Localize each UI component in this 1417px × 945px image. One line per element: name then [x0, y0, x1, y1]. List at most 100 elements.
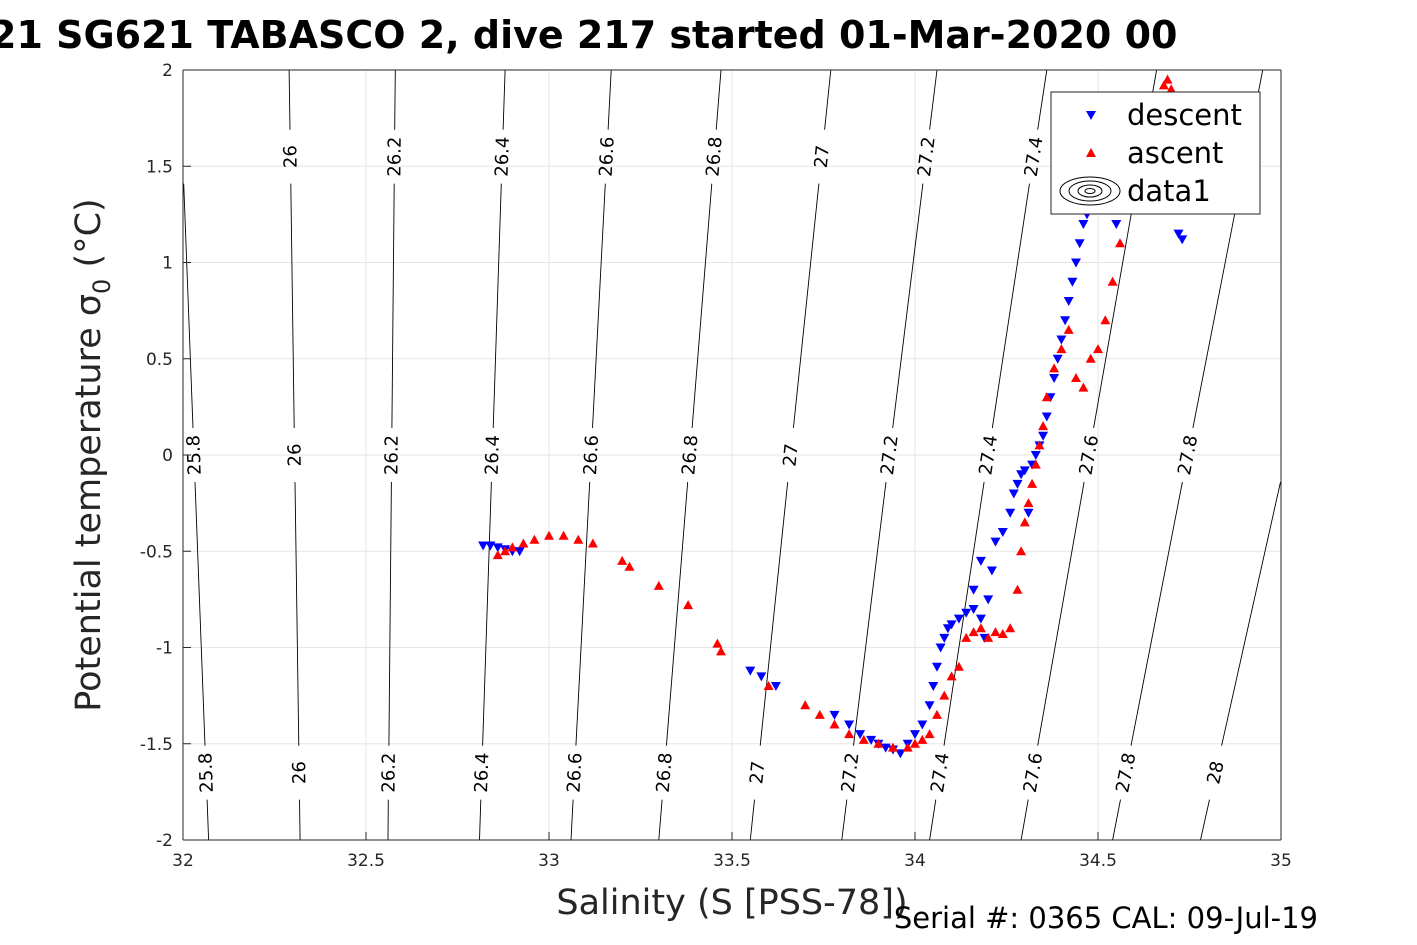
density-contour-line [288, 69, 301, 841]
density-contour-line [1112, 69, 1264, 841]
x-axis-label: Salinity (S [PSS-78]) [556, 883, 907, 923]
legend-ascent-marker [1086, 148, 1096, 157]
ascent-point [961, 632, 972, 642]
density-contour-label: 26.4 [471, 752, 493, 793]
ascent-point [924, 729, 935, 739]
y-tick-label: 1 [162, 254, 173, 274]
ascent-point [858, 734, 869, 744]
density-contour-label: 26.4 [482, 435, 504, 476]
descent-point [997, 528, 1008, 537]
descent-point [953, 614, 964, 624]
y-tick-label: 0 [162, 446, 173, 466]
descent-point [829, 710, 840, 720]
descent-point [895, 749, 906, 759]
x-tick-label: 33 [538, 851, 560, 871]
descent-point [968, 585, 979, 595]
descent-point [1049, 374, 1060, 383]
ascent-point [1100, 315, 1111, 325]
y-ticks: -2 -1.5 -1 -0.5 0 0.5 1 1.5 2 [140, 61, 191, 851]
x-tick-label: 34 [904, 851, 926, 871]
density-contour-label: 26.6 [580, 434, 603, 475]
ascent-point [1063, 324, 1074, 334]
ascent-point [1078, 382, 1089, 392]
y-tick-label: -1.5 [140, 735, 173, 755]
y-tick-label: -0.5 [140, 542, 173, 562]
descent-point [939, 633, 950, 643]
descent-point [975, 556, 986, 566]
x-tick-label: 35 [1270, 851, 1292, 871]
descent-point [1052, 354, 1063, 364]
x-ticks: 32 32.5 33 33.5 34 34.5 35 [172, 832, 1292, 871]
ascent-point [814, 709, 825, 719]
y-tick-label: 0.5 [146, 350, 173, 370]
density-contour-label: 27.2 [877, 434, 903, 476]
ascent-point [844, 729, 855, 739]
ascent-point [587, 538, 598, 548]
descent-point [745, 666, 756, 676]
chart-title: 21 SG621 TABASCO 2, dive 217 started 01-… [0, 13, 1177, 57]
descent-point [1078, 220, 1089, 229]
descent-point [968, 605, 979, 614]
y-tick-label: 2 [162, 61, 173, 81]
ascent-point [507, 542, 518, 552]
density-contour-line [841, 69, 938, 841]
ascent-point [617, 555, 628, 565]
ascent-point [983, 632, 994, 642]
descent-point [910, 730, 920, 740]
descent-point [961, 608, 972, 618]
y-axis-label-main: Potential temperature [69, 316, 109, 712]
ascent-point [653, 580, 664, 590]
x-tick-label: 32 [172, 851, 194, 871]
ascent-point [1093, 344, 1103, 354]
descent-point [1005, 508, 1016, 518]
density-contour-label: 26.6 [563, 752, 586, 793]
descent-point [1023, 508, 1034, 518]
density-contour-line [479, 69, 506, 841]
descent-point [975, 614, 986, 624]
ascent-point [624, 561, 635, 571]
ascent-point [544, 530, 554, 540]
ascent-point [946, 671, 957, 681]
y-axis-label-unit: (°C) [69, 198, 109, 278]
descent-point [1063, 297, 1074, 306]
ascent-point [829, 719, 840, 729]
descent-point [1012, 479, 1023, 489]
descent-point [1060, 316, 1071, 326]
ascent-point [763, 681, 774, 690]
descent-point [983, 595, 994, 605]
ascent-point [902, 742, 913, 752]
ascent-point [990, 627, 1001, 637]
ascent-point [1027, 478, 1038, 488]
x-tick-label: 33.5 [713, 851, 751, 871]
descent-point [1111, 220, 1122, 229]
ascent-point [1030, 459, 1041, 469]
descent-point [990, 537, 1001, 547]
descent-point [924, 701, 935, 711]
descent-point [1074, 239, 1085, 249]
density-contour-line [570, 69, 612, 841]
legend-ascent-label: ascent [1127, 136, 1223, 170]
ascent-point [975, 623, 986, 633]
y-tick-label: -1 [156, 639, 173, 659]
ascent-point [683, 600, 694, 610]
serial-calibration-footer: Serial #: 0365 CAL: 09-Jul-19 [894, 901, 1318, 935]
descent-point [986, 566, 997, 576]
descent-point [1030, 451, 1041, 460]
descent-point [928, 682, 939, 691]
density-contour-label: 27.2 [838, 751, 864, 793]
x-tick-label: 34.5 [1079, 851, 1117, 871]
ascent-point [1158, 80, 1169, 90]
descent-point [1067, 277, 1078, 287]
density-contour-label: 26.8 [678, 434, 702, 476]
density-contour-label: 26.2 [384, 137, 405, 177]
ascent-point [932, 709, 942, 719]
density-contour-label: 26.8 [702, 136, 726, 178]
density-contour-label: 27 [746, 760, 769, 785]
density-contour-label: 26 [284, 443, 305, 466]
density-contour-line [1200, 481, 1281, 841]
ascent-point [800, 700, 811, 710]
density-contour-label: 26.2 [378, 752, 399, 792]
ascent-point [1005, 623, 1016, 633]
descent-point [1071, 258, 1081, 268]
